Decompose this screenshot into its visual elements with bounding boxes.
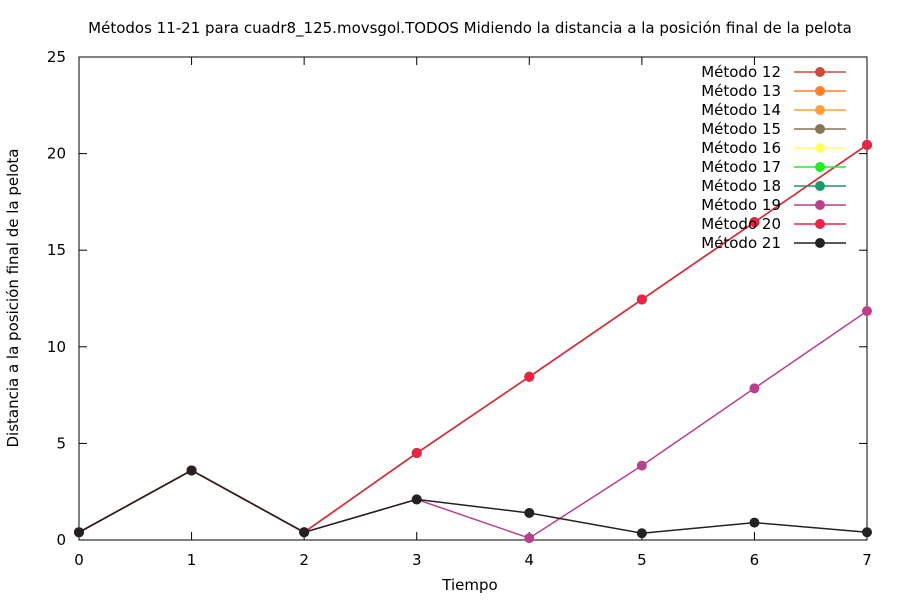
data-point: [186, 465, 197, 476]
x-tick-label: 3: [412, 551, 422, 569]
legend-label: Método 12: [701, 63, 781, 81]
legend-label: Método 19: [701, 196, 781, 214]
data-point: [862, 139, 872, 150]
data-point: [74, 527, 84, 538]
data-point: [749, 217, 760, 228]
legend-swatch-marker: [815, 162, 825, 172]
plot-frame: [78, 56, 868, 541]
data-point: [411, 494, 422, 505]
data-point: [749, 383, 760, 394]
series-8: [74, 306, 872, 544]
series-line: [78, 310, 868, 539]
legend-swatch-marker: [815, 86, 825, 96]
legend-label: Método 21: [701, 234, 781, 252]
chart-title: Métodos 11-21 para cuadr8_125.movsgol.TO…: [88, 19, 852, 38]
data-point: [636, 460, 647, 471]
data-point: [862, 527, 872, 538]
legend-label: Método 18: [701, 177, 781, 195]
x-tick-label: 6: [750, 551, 760, 569]
legend-swatch-marker: [815, 219, 825, 229]
legend-swatch-marker: [815, 67, 825, 77]
legend-swatch-marker: [815, 238, 825, 248]
y-tick-label: 0: [56, 531, 66, 549]
legend-label: Método 15: [701, 120, 781, 138]
x-tick-label: 1: [187, 551, 197, 569]
x-tick-label: 4: [525, 551, 535, 569]
data-point: [524, 371, 535, 382]
legend-swatch-marker: [815, 181, 825, 191]
data-point: [524, 533, 535, 544]
axis-ticks: 0 1 2 3 4 5 6 7 0 5 10 15 20 25: [47, 48, 872, 569]
y-tick-label: 25: [47, 48, 66, 66]
data-point: [862, 306, 872, 317]
series-10: [74, 465, 872, 539]
data-point: [636, 294, 647, 305]
legend-label: Método 17: [701, 158, 781, 176]
y-tick-label: 10: [47, 338, 66, 356]
x-tick-label: 2: [299, 551, 309, 569]
legend-swatch-marker: [815, 200, 825, 210]
legend-label: Método 16: [701, 139, 781, 157]
x-tick-label: 5: [637, 551, 647, 569]
legend-label: Método 13: [701, 82, 781, 100]
data-point: [299, 527, 310, 538]
x-tick-label: 0: [74, 551, 84, 569]
legend-label: Método 20: [701, 215, 781, 233]
legend-label: Método 14: [701, 101, 781, 119]
legend-swatch-marker: [815, 143, 825, 153]
data-point: [524, 507, 535, 518]
y-tick-label: 20: [47, 145, 66, 163]
legend-swatch-marker: [815, 105, 825, 115]
data-point: [636, 528, 647, 539]
x-tick-label: 7: [862, 551, 872, 569]
y-axis-label: Distancia a la posición final de la pelo…: [4, 148, 22, 447]
y-tick-label: 5: [56, 434, 66, 452]
series-lines: [74, 139, 872, 544]
x-axis-label: Tiempo: [441, 576, 497, 594]
legend-swatch-marker: [815, 124, 825, 134]
data-point: [411, 448, 422, 459]
data-point: [749, 517, 760, 528]
y-tick-label: 15: [47, 241, 66, 259]
series-line: [78, 469, 868, 534]
